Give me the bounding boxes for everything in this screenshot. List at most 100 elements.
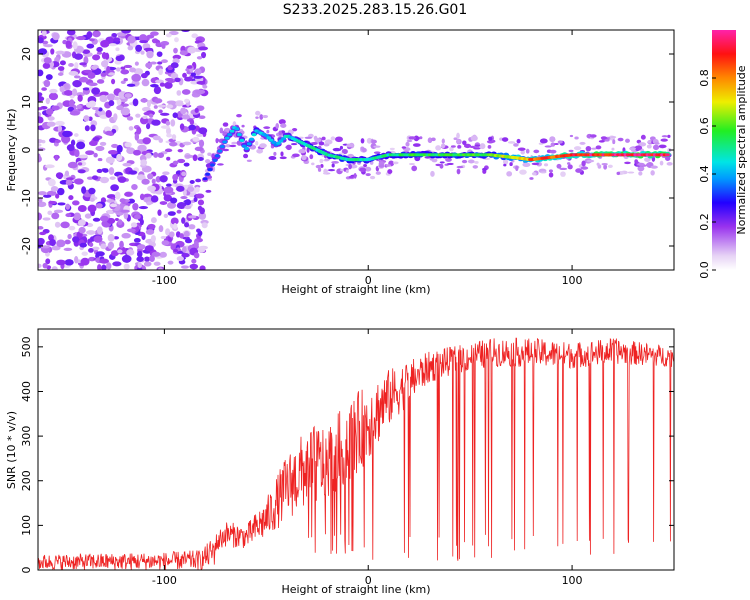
noise-speckle (120, 69, 130, 75)
halo-speckle (389, 147, 395, 151)
halo-speckle (266, 129, 270, 134)
noise-speckle (194, 146, 204, 152)
halo-speckle (298, 148, 306, 154)
noise-speckle (121, 254, 132, 263)
halo-speckle (263, 126, 271, 129)
noise-speckle (82, 49, 91, 54)
halo-speckle (285, 144, 292, 151)
colorbar-tick-label: 0.2 (698, 213, 711, 231)
track-core (202, 177, 208, 181)
noise-speckle (172, 160, 179, 165)
noise-speckle (89, 242, 94, 247)
noise-speckle (38, 191, 47, 196)
noise-speckle (99, 141, 107, 146)
halo-speckle (262, 114, 269, 119)
noise-speckle (55, 120, 65, 126)
halo-speckle (550, 142, 556, 147)
halo-speckle (665, 156, 671, 161)
noise-speckle (139, 40, 149, 44)
noise-speckle (182, 141, 192, 146)
noise-speckle (132, 202, 139, 211)
track-core (237, 133, 242, 137)
noise-speckle (145, 152, 152, 159)
noise-speckle (136, 174, 146, 181)
noise-speckle (90, 65, 98, 70)
halo-speckle (533, 149, 540, 154)
halo-speckle (291, 127, 298, 132)
noise-speckle (111, 143, 119, 149)
noise-speckle (167, 260, 174, 265)
snr-ylabel: SNR (10 * v/v) (5, 411, 18, 489)
noise-speckle (59, 85, 65, 93)
halo-speckle (259, 114, 264, 120)
noise-speckle (187, 186, 195, 192)
noise-speckle (82, 87, 91, 91)
halo-speckle (522, 162, 531, 168)
noise-speckle (195, 89, 206, 95)
ytick-label: -10 (20, 189, 33, 207)
noise-speckle (79, 242, 87, 248)
noise-speckle (108, 43, 117, 47)
halo-speckle (603, 164, 608, 170)
noise-speckle (92, 136, 100, 142)
noise-speckle (197, 205, 203, 211)
noise-speckle (191, 33, 198, 39)
track-core (217, 149, 223, 153)
noise-speckle (140, 98, 148, 103)
halo-speckle (255, 141, 259, 146)
halo-speckle (486, 140, 494, 144)
noise-speckle (38, 143, 42, 147)
noise-speckle (160, 235, 167, 240)
halo-speckle (637, 165, 645, 172)
halo-speckle (646, 163, 651, 167)
noise-speckle (134, 214, 141, 220)
noise-speckle (127, 35, 136, 44)
noise-speckle (179, 50, 188, 56)
noise-speckle (106, 262, 112, 270)
noise-speckle (64, 90, 73, 96)
noise-speckle (147, 173, 154, 180)
noise-speckle (38, 111, 42, 117)
noise-speckle (164, 148, 173, 153)
halo-speckle (431, 137, 436, 142)
halo-speckle (457, 144, 462, 149)
halo-speckle (408, 162, 415, 166)
halo-speckle (502, 159, 509, 165)
snr-marks (38, 337, 674, 570)
noise-speckle (184, 199, 192, 206)
noise-speckle (166, 201, 177, 209)
noise-speckle (193, 196, 198, 203)
halo-speckle (529, 177, 534, 180)
noise-speckle (86, 31, 93, 39)
halo-speckle (586, 159, 595, 163)
halo-speckle (604, 138, 610, 142)
halo-speckle (556, 163, 562, 169)
halo-speckle (345, 169, 349, 174)
halo-speckle (319, 158, 324, 164)
noise-speckle (131, 73, 142, 82)
noise-speckle (96, 46, 103, 53)
halo-speckle (449, 146, 454, 152)
halo-speckle (315, 164, 322, 169)
noise-speckle (183, 230, 190, 238)
noise-speckle (155, 175, 161, 183)
noise-speckle (165, 228, 171, 236)
halo-speckle (246, 159, 252, 162)
noise-speckle (99, 91, 109, 96)
halo-speckle (348, 175, 354, 179)
halo-speckle (612, 139, 616, 145)
noise-speckle (83, 115, 90, 122)
colorbar-ticks: 0.0 0.2 0.4 0.6 0.8 (698, 69, 716, 279)
noise-speckle (136, 244, 146, 250)
halo-speckle (581, 160, 586, 167)
noise-speckle (88, 140, 98, 146)
noise-speckle (187, 46, 197, 54)
noise-speckle (151, 119, 161, 126)
halo-speckle (601, 162, 608, 166)
noise-speckle (176, 209, 182, 214)
noise-speckle (136, 126, 142, 135)
track-core (222, 140, 228, 144)
halo-speckle (540, 171, 547, 174)
noise-speckle (184, 98, 190, 103)
noise-speckle (55, 193, 60, 199)
